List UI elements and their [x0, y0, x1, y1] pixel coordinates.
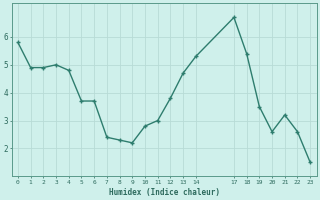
X-axis label: Humidex (Indice chaleur): Humidex (Indice chaleur)	[108, 188, 220, 197]
